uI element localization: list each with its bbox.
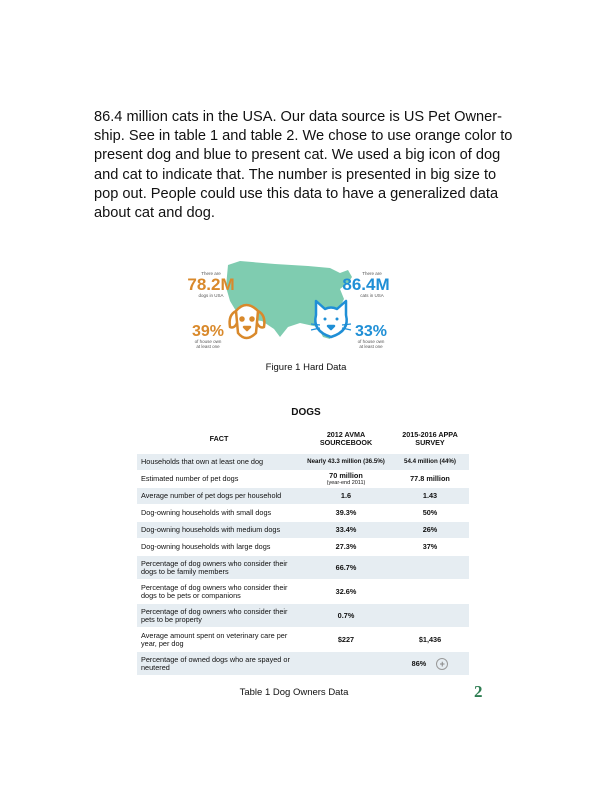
cat-stat: There are 86.4M cats in USA 33% of house… [342,271,389,349]
table-caption: Table 1 Dog Owners Data [239,687,349,698]
paragraph-line: 86.4 million cats in the USA. Our data s… [94,109,502,125]
header-avma-text: 2012 AVMA SOURCEBOOK [319,430,373,447]
avma-cell: Nearly 43.3 million (36.5%) [301,454,391,471]
avma-value: 70 million [329,471,363,480]
fact-cell: Dog-owning households with small dogs [137,504,301,522]
appa-cell [391,579,469,604]
avma-cell: 1.6 [301,487,391,505]
table-row: Percentage of dog owners who consider th… [137,555,469,580]
header-avma: 2012 AVMA SOURCEBOOK [301,424,391,454]
cat-face-icon [310,299,352,339]
appa-cell: 54.4 million (44%) [391,454,469,471]
cat-percent-label: of house own [358,339,385,344]
dog-percent-label: of house own [195,339,222,344]
avma-cell: 32.6% [301,579,391,604]
appa-cell: 86% + [391,651,469,676]
table-header-row: FACT 2012 AVMA SOURCEBOOK 2015-2016 APPA… [137,424,469,454]
dogs-table: FACT 2012 AVMA SOURCEBOOK 2015-2016 APPA… [137,424,469,676]
table-row: Dog-owning households with medium dogs 3… [137,521,469,539]
table-row: Dog-owning households with small dogs 39… [137,504,469,522]
paragraph-line: ship. See in table 1 and table 2. We cho… [94,128,513,145]
appa-cell: 26% [391,521,469,539]
avma-cell: 33.4% [301,521,391,539]
table-row: Households that own at least one dog Nea… [137,454,469,471]
avma-cell: 0.7% [301,603,391,628]
figure-caption: Figure 1 Hard Data [265,362,347,373]
table-row: Percentage of owned dogs who are spayed … [137,651,469,676]
paragraph-line: present dog and blue to present cat. We … [94,147,501,164]
cat-percent-label: at least one [359,344,383,349]
avma-cell: 70 million (year-end 2011) [301,470,391,488]
header-fact: FACT [137,424,301,454]
cat-count-pre: There are [362,271,382,276]
avma-cell [301,651,391,676]
appa-cell: $1,436 [391,627,469,652]
fact-cell: Percentage of dog owners who consider th… [137,579,301,604]
dog-count: 78.2M [187,275,234,294]
fact-cell: Estimated number of pet dogs [137,470,301,488]
appa-cell [391,555,469,580]
fact-cell: Average number of pet dogs per household [137,487,301,505]
cat-count-post: cats in USA [360,293,384,298]
dog-face-icon [228,303,266,340]
fact-cell: Households that own at least one dog [137,454,301,471]
fact-cell: Dog-owning households with large dogs [137,538,301,556]
avma-subnote: (year-end 2011) [326,480,366,486]
cat-count: 86.4M [342,275,389,294]
fact-cell: Percentage of dog owners who consider th… [137,603,301,628]
appa-cell [391,603,469,628]
header-appa: 2015-2016 APPA SURVEY [391,424,469,454]
cat-percent: 33% [355,323,387,340]
paragraph-line: pop out. People could use this data to h… [94,185,499,202]
appa-value: 86% [411,658,427,668]
table-row: Estimated number of pet dogs 70 million … [137,470,469,488]
appa-cell: 77.8 million [391,470,469,488]
avma-cell: 66.7% [301,555,391,580]
table-row: Percentage of dog owners who consider th… [137,579,469,604]
dog-percent-label: at least one [196,344,220,349]
dog-count-post: dogs in USA [198,293,223,298]
appa-cell: 37% [391,538,469,556]
table-row: Dog-owning households with large dogs 27… [137,538,469,556]
table-row: Average number of pet dogs per household… [137,487,469,505]
body-paragraph: 86.4 million cats in the USA. Our data s… [94,108,524,223]
avma-cell: 27.3% [301,538,391,556]
avma-cell: $227 [301,627,391,652]
table-row: Percentage of dog owners who consider th… [137,603,469,628]
dog-count-pre: There are [201,271,221,276]
appa-cell: 50% [391,504,469,522]
fact-cell: Dog-owning households with medium dogs [137,521,301,539]
appa-cell: 1.43 [391,487,469,505]
fact-cell: Percentage of owned dogs who are spayed … [137,651,301,676]
paragraph-line: and cat to indicate that. The number is … [94,166,497,183]
expand-plus-icon[interactable]: + [436,657,449,670]
hard-data-infographic: There are 78.2M dogs in USA 39% of house… [187,261,390,349]
avma-cell: 39.3% [301,504,391,522]
page-number: 2 [474,682,483,701]
fact-cell: Average amount spent on veterinary care … [137,627,301,652]
table-title: DOGS [291,407,321,418]
paragraph-line: about cat and dog. [94,205,215,222]
header-appa-text: 2015-2016 APPA SURVEY [402,430,458,447]
dog-stat: There are 78.2M dogs in USA 39% of house… [187,271,234,349]
fact-cell: Percentage of dog owners who consider th… [137,555,301,580]
table-row: Average amount spent on veterinary care … [137,627,469,652]
dog-percent: 39% [192,323,224,340]
